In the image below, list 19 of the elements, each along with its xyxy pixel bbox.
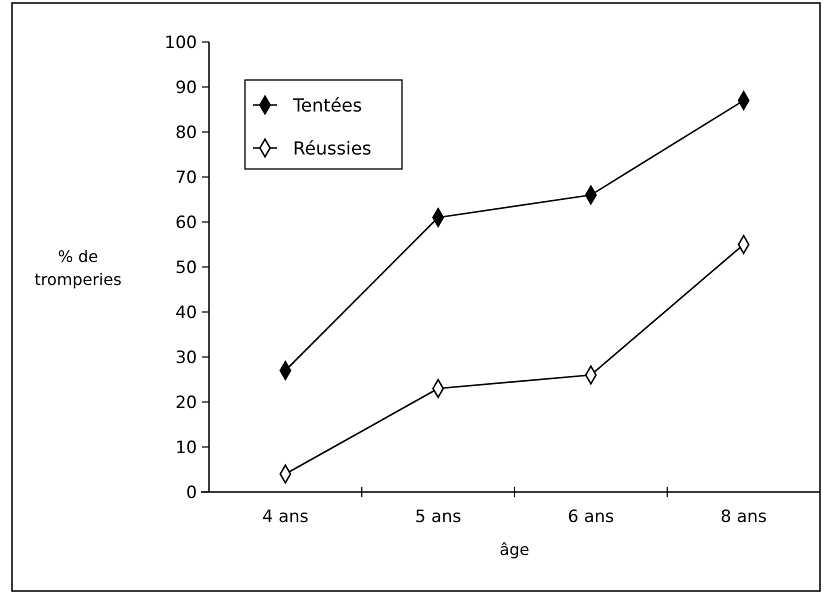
y-tick-label: 30: [175, 348, 197, 368]
x-tick-label: 8 ans: [720, 507, 767, 527]
y-tick-label: 20: [175, 392, 197, 413]
y-tick-label: 60: [175, 212, 197, 233]
y-tick-label: 90: [175, 78, 197, 98]
x-tick-label: 5 ans: [414, 507, 462, 527]
y-tick-label: 50: [175, 258, 197, 278]
y-tick-label: 80: [175, 122, 197, 143]
y-tick-label: 40: [175, 302, 197, 323]
y-tick-label: 10: [175, 438, 197, 458]
x-axis-title: âge: [500, 540, 530, 559]
legend-label: Réussies: [293, 138, 372, 160]
x-tick-label: 6 ans: [568, 507, 614, 527]
y-tick-label: 0: [186, 482, 197, 503]
y-axis-title: % de tromperies: [34, 247, 122, 290]
y-tick-label: 100: [164, 32, 197, 53]
y-tick-label: 70: [175, 168, 197, 188]
legend-label: Tentées: [292, 95, 362, 116]
x-tick-label: 4 ans: [262, 507, 309, 527]
